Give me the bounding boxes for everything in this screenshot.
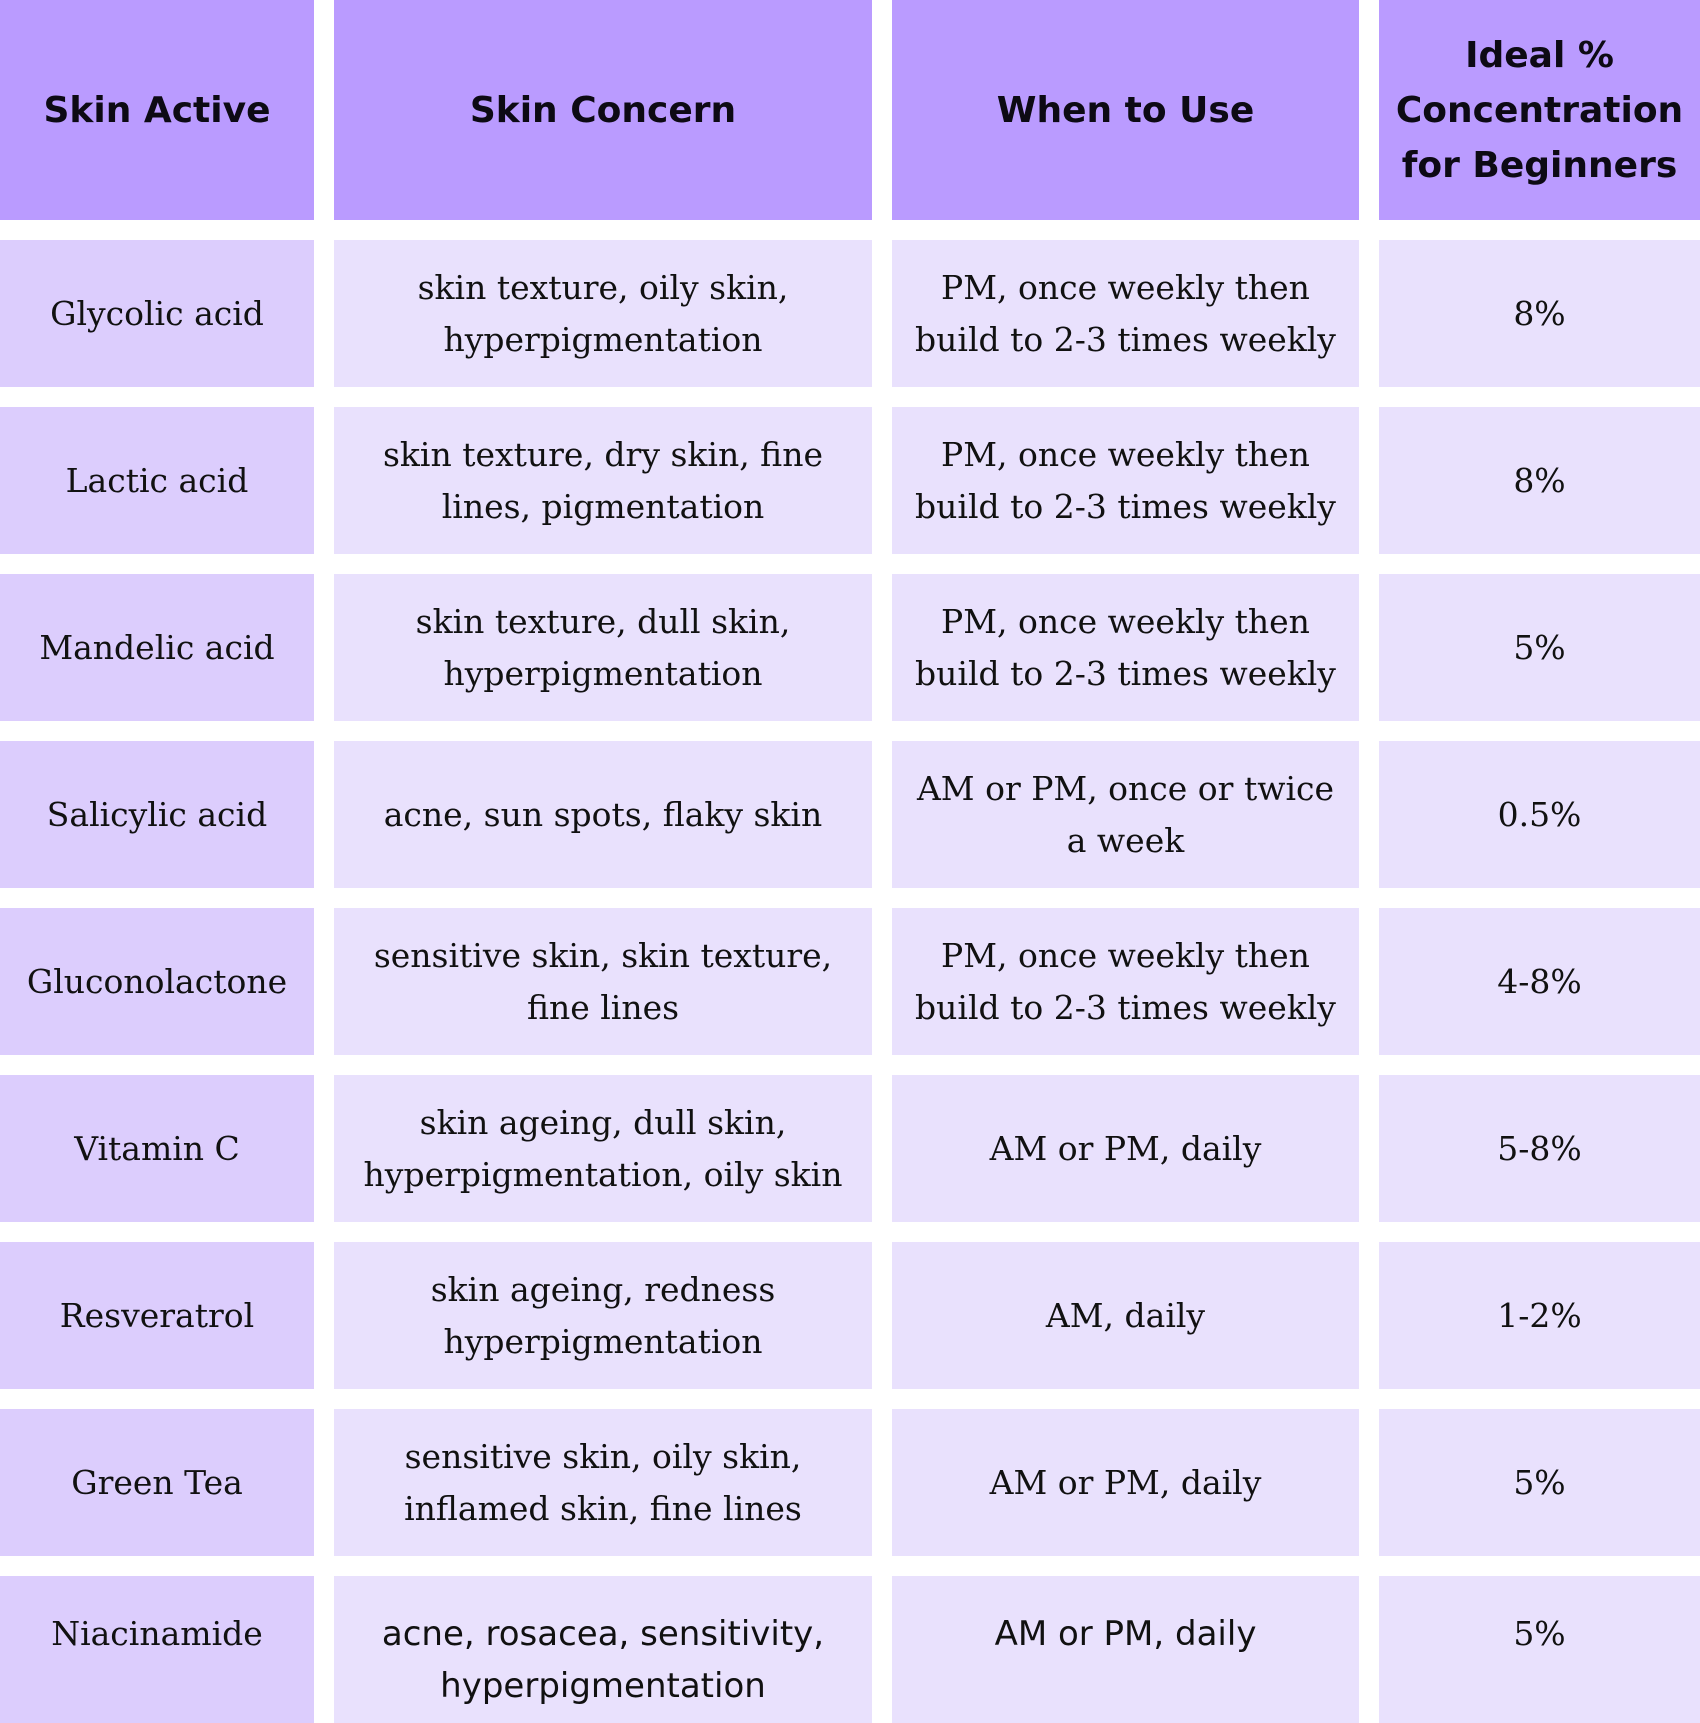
cell-when-to-use: AM or PM, daily <box>892 1409 1359 1556</box>
cell-skin-concern: skin ageing, redness hyperpigmentation <box>334 1242 872 1389</box>
cell-skin-active: Resveratrol <box>0 1242 314 1389</box>
cell-skin-active: Green Tea <box>0 1409 314 1556</box>
cell-skin-concern: sensitive skin, skin texture, fine lines <box>334 908 872 1055</box>
cell-skin-concern: skin texture, dull skin, hyperpigmentati… <box>334 574 872 721</box>
cell-skin-active: Salicylic acid <box>0 741 314 888</box>
cell-when-to-use: AM, daily <box>892 1242 1359 1389</box>
cell-when-to-use: AM or PM, daily <box>892 1576 1359 1723</box>
cell-concentration: 8% <box>1379 407 1700 554</box>
cell-when-to-use: PM, once weekly then build to 2-3 times … <box>892 574 1359 721</box>
cell-skin-concern: skin texture, oily skin, hyperpigmentati… <box>334 240 872 387</box>
cell-skin-active: Vitamin C <box>0 1075 314 1222</box>
cell-when-to-use: AM or PM, once or twice a week <box>892 741 1359 888</box>
cell-concentration: 4-8% <box>1379 908 1700 1055</box>
header-skin-concern: Skin Concern <box>334 0 872 220</box>
cell-skin-active: Mandelic acid <box>0 574 314 721</box>
cell-skin-active: Glycolic acid <box>0 240 314 387</box>
cell-concentration: 0.5% <box>1379 741 1700 888</box>
cell-skin-active: Gluconolactone <box>0 908 314 1055</box>
cell-skin-active: Niacinamide <box>0 1576 314 1723</box>
cell-skin-concern: skin texture, dry skin, fine lines, pigm… <box>334 407 872 554</box>
cell-skin-active: Lactic acid <box>0 407 314 554</box>
cell-skin-concern: skin ageing, dull skin, hyperpigmentatio… <box>334 1075 872 1222</box>
header-ideal-concentration: Ideal % Concentration for Beginners <box>1379 0 1700 220</box>
cell-skin-concern: acne, rosacea, sensitivity, hyperpigment… <box>334 1576 872 1723</box>
cell-concentration: 8% <box>1379 240 1700 387</box>
cell-when-to-use: AM or PM, daily <box>892 1075 1359 1222</box>
cell-skin-concern: sensitive skin, oily skin, inflamed skin… <box>334 1409 872 1556</box>
cell-concentration: 5% <box>1379 1576 1700 1723</box>
cell-concentration: 5-8% <box>1379 1075 1700 1222</box>
cell-concentration: 5% <box>1379 574 1700 721</box>
header-when-to-use: When to Use <box>892 0 1359 220</box>
cell-when-to-use: PM, once weekly then build to 2-3 times … <box>892 908 1359 1055</box>
cell-when-to-use: PM, once weekly then build to 2-3 times … <box>892 407 1359 554</box>
cell-when-to-use: PM, once weekly then build to 2-3 times … <box>892 240 1359 387</box>
cell-concentration: 1-2% <box>1379 1242 1700 1389</box>
cell-concentration: 5% <box>1379 1409 1700 1556</box>
header-skin-active: Skin Active <box>0 0 314 220</box>
cell-skin-concern: acne, sun spots, flaky skin <box>334 741 872 888</box>
